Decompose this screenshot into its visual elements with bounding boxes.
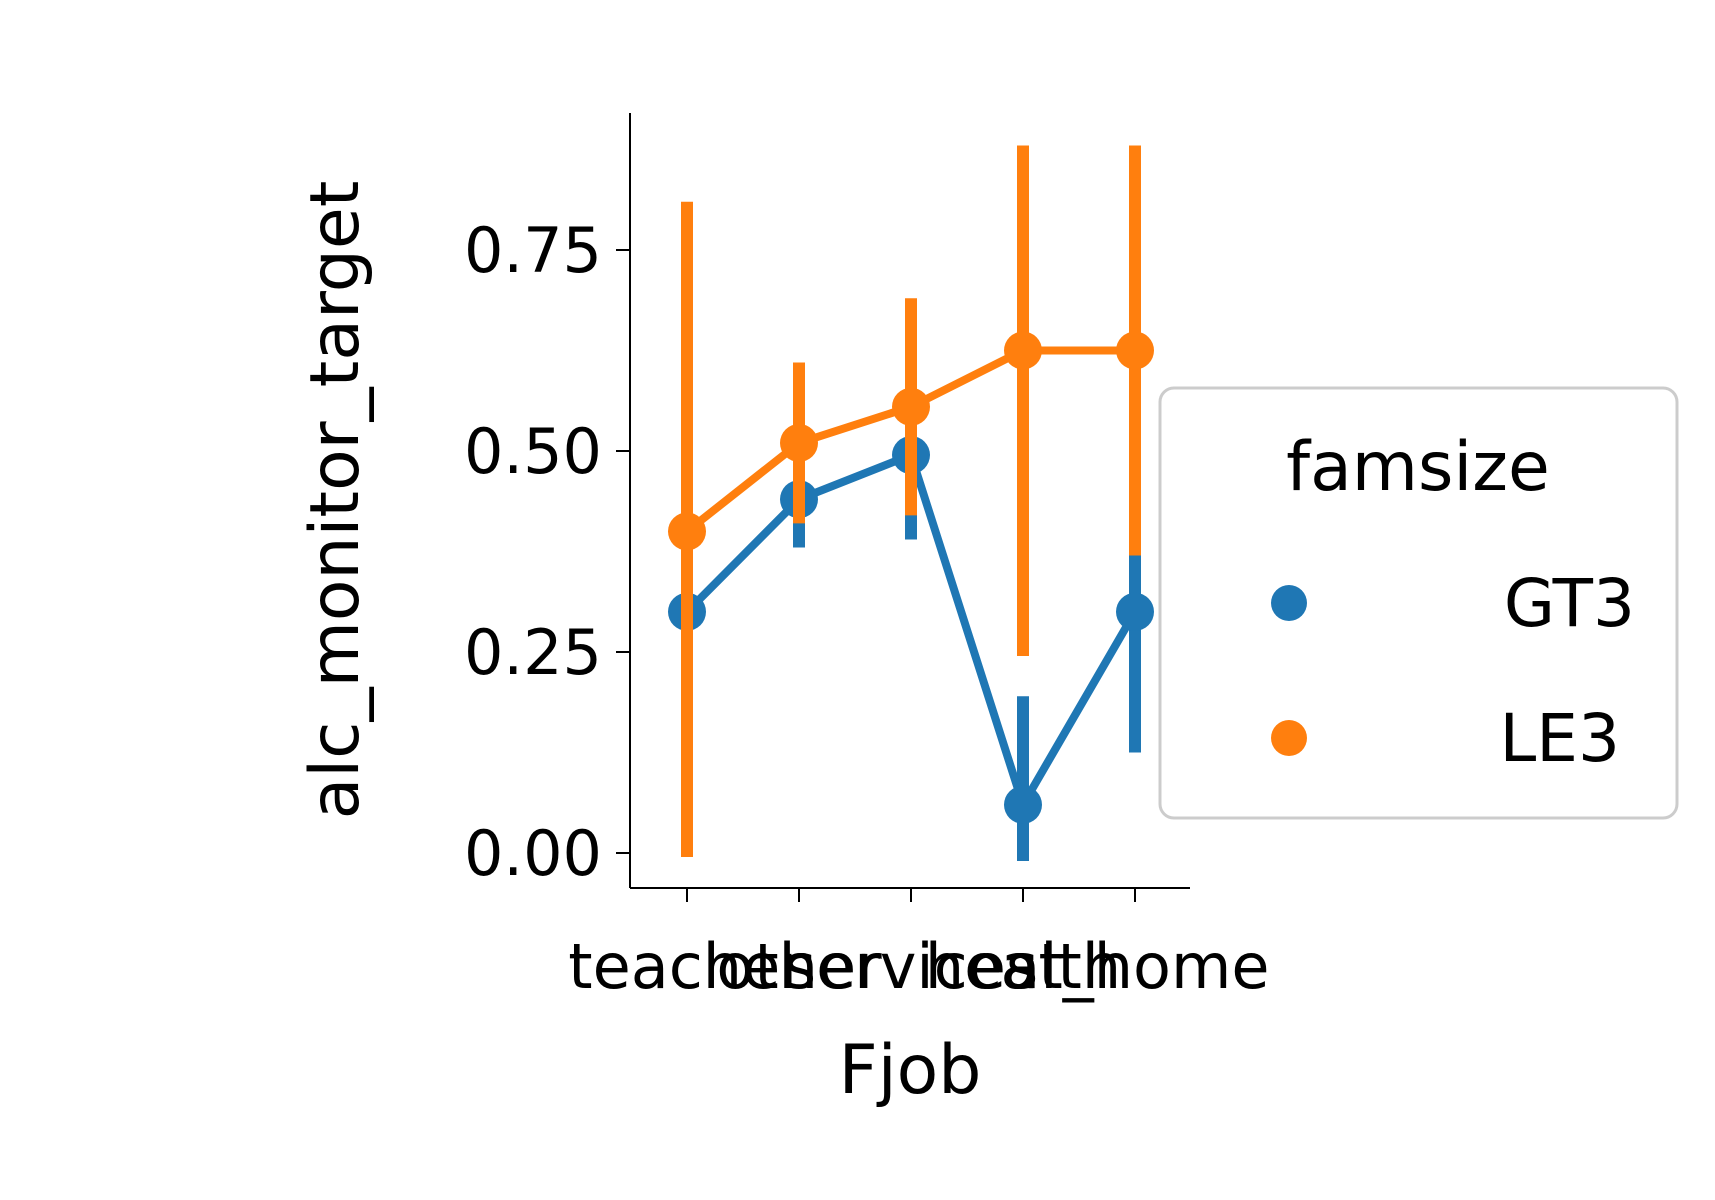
data-point (1004, 785, 1042, 824)
data-point (780, 423, 818, 462)
y-tick-label: 0.50 (464, 415, 602, 488)
legend-label-le3: LE3 (1500, 700, 1620, 777)
legend-label-gt3: GT3 (1504, 565, 1635, 642)
x-axis-label: Fjob (839, 1031, 982, 1110)
data-point (892, 387, 930, 426)
series-le3 (668, 145, 1154, 858)
legend-frame (1158, 386, 1679, 820)
y-ticks: 0.00 0.25 0.50 0.75 (464, 214, 630, 890)
legend-title: famsize (1286, 428, 1550, 507)
x-tick-label: services (784, 930, 1038, 1003)
legend: famsize GT3 LE3 (1158, 386, 1679, 820)
y-axis-label: alc_monitor_target (296, 181, 375, 820)
series-layer (668, 145, 1154, 862)
data-point (1116, 592, 1154, 631)
y-tick-label: 0.75 (464, 214, 602, 287)
data-point (668, 512, 706, 551)
x-tick-label: at_home (1000, 930, 1269, 1003)
legend-marker-le3 (1271, 720, 1307, 756)
x-tick-label: health (925, 930, 1121, 1003)
data-point (1004, 331, 1042, 370)
y-tick-label: 0.00 (464, 817, 602, 890)
legend-marker-gt3 (1271, 585, 1307, 621)
x-tick-label: other (716, 930, 882, 1003)
data-point (1116, 331, 1154, 370)
y-tick-label: 0.25 (464, 616, 602, 689)
x-tick-label: teacher (568, 930, 806, 1003)
